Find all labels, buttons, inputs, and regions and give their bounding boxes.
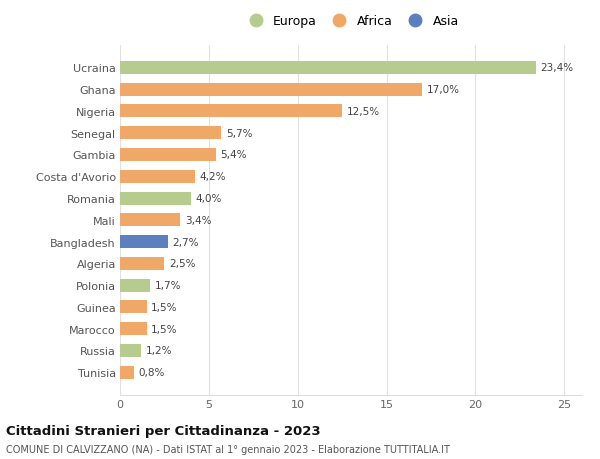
Bar [120, 192, 191, 205]
Text: 1,2%: 1,2% [146, 346, 172, 356]
Text: 4,2%: 4,2% [199, 172, 226, 182]
Bar [120, 149, 216, 162]
Text: 12,5%: 12,5% [347, 107, 380, 117]
Bar [120, 235, 168, 249]
Bar [120, 301, 146, 313]
Text: 1,7%: 1,7% [155, 280, 181, 291]
Legend: Europa, Africa, Asia: Europa, Africa, Asia [238, 10, 464, 33]
Text: 23,4%: 23,4% [540, 63, 574, 73]
Text: 2,7%: 2,7% [172, 237, 199, 247]
Bar [120, 170, 194, 184]
Text: COMUNE DI CALVIZZANO (NA) - Dati ISTAT al 1° gennaio 2023 - Elaborazione TUTTITA: COMUNE DI CALVIZZANO (NA) - Dati ISTAT a… [6, 444, 450, 454]
Bar [120, 62, 536, 75]
Bar [120, 322, 146, 336]
Text: 1,5%: 1,5% [151, 302, 178, 312]
Text: 5,4%: 5,4% [220, 150, 247, 160]
Bar [120, 127, 221, 140]
Bar [120, 105, 342, 118]
Text: 2,5%: 2,5% [169, 259, 196, 269]
Bar [120, 257, 164, 270]
Text: 17,0%: 17,0% [427, 85, 460, 95]
Bar [120, 214, 181, 227]
Text: 3,4%: 3,4% [185, 215, 211, 225]
Text: Cittadini Stranieri per Cittadinanza - 2023: Cittadini Stranieri per Cittadinanza - 2… [6, 424, 320, 437]
Bar [120, 279, 150, 292]
Bar [120, 366, 134, 379]
Text: 5,7%: 5,7% [226, 129, 252, 139]
Bar [120, 344, 142, 357]
Text: 1,5%: 1,5% [151, 324, 178, 334]
Bar [120, 84, 422, 96]
Text: 0,8%: 0,8% [139, 367, 165, 377]
Text: 4,0%: 4,0% [196, 194, 222, 204]
